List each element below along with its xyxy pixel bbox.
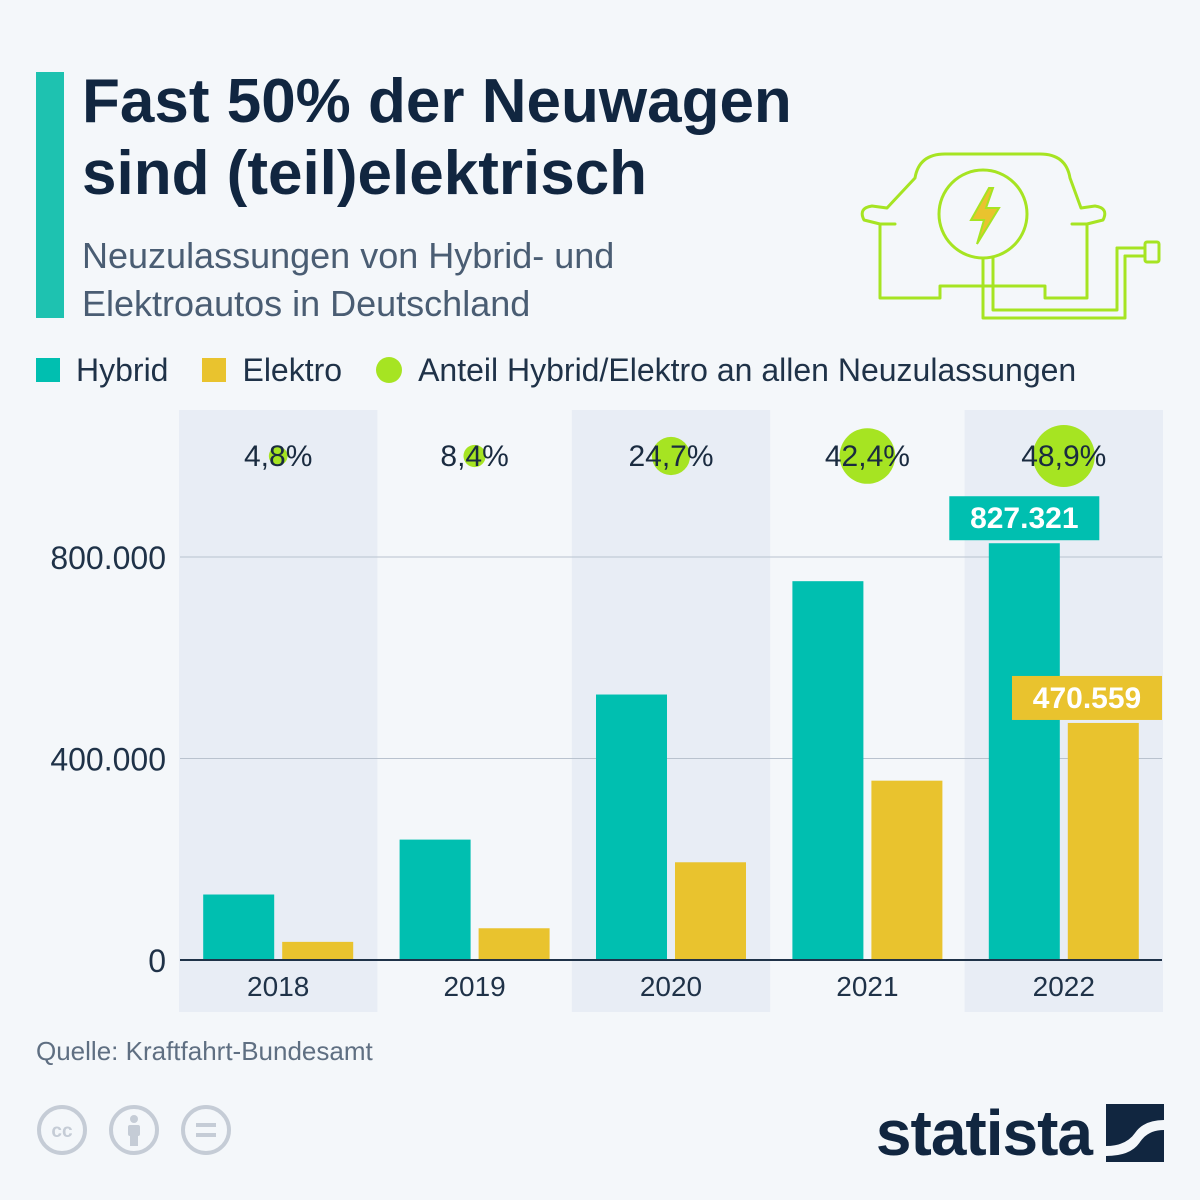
chart-subtitle: Neuzulassungen von Hybrid- und Elektroau…: [82, 232, 802, 328]
bar-hybrid-2019: [399, 839, 471, 960]
source-note: Quelle: Kraftfahrt-Bundesamt: [36, 1036, 373, 1066]
share-label: 24,7%: [628, 440, 713, 473]
legend-label-hybrid: Hybrid: [76, 351, 169, 388]
x-tick-label: 2018: [247, 971, 309, 1002]
data-label-elektro: 470.559: [1033, 682, 1141, 715]
cc-icon: cc: [37, 1105, 87, 1155]
x-tick-label: 2019: [443, 971, 505, 1002]
share-dot-2018: [268, 446, 288, 466]
subtitle-line-1: Neuzulassungen von Hybrid- und: [82, 235, 615, 276]
bar-chart: 0 400.000 800.000 2018 4,8% 2019 8,4% 2020 24,7%…: [50, 410, 1163, 1012]
legend-swatch-elektro: [202, 358, 227, 382]
x-tick-label: 2022: [1033, 971, 1095, 1002]
svg-text:cc: cc: [51, 1121, 73, 1142]
chart-title: Fast 50% der Neuwagen sind (teil)elektri…: [82, 66, 942, 210]
bar-hybrid-2021: [792, 581, 864, 960]
data-label-hybrid: 827.321: [970, 502, 1078, 535]
legend-swatch-hybrid: [36, 358, 60, 382]
electric-car-icon: [860, 152, 1161, 320]
legend-item-hybrid: Hybrid: [36, 352, 168, 389]
bar-elektro-2020: [675, 862, 746, 960]
title-line-1: Fast 50% der Neuwagen: [82, 67, 792, 136]
license-icons: cc: [36, 1104, 252, 1156]
attribution-icon: [109, 1105, 159, 1155]
x-tick-label: 2021: [836, 971, 898, 1002]
data-label-box-elektro: [1012, 675, 1162, 720]
brand-name: statista: [875, 1097, 1093, 1169]
share-label: 8,4%: [440, 440, 508, 473]
share-label: 4,8%: [244, 440, 312, 473]
share-dot-2019: [463, 444, 486, 468]
title-line-2: sind (teil)elektrisch: [82, 139, 648, 208]
bar-hybrid-2022: [988, 543, 1060, 960]
bar-hybrid-2020: [596, 694, 667, 960]
statista-logo: statista: [876, 1096, 1164, 1170]
share-dot-2020: [651, 436, 691, 476]
y-tick-label: 800.000: [50, 540, 166, 576]
legend-label-share: Anteil Hybrid/Elektro an allen Neuzulass…: [418, 351, 1077, 388]
share-dot-2021: [839, 428, 896, 484]
subtitle-line-2: Elektroautos in Deutschland: [82, 283, 531, 324]
legend-item-share: Anteil Hybrid/Elektro an allen Neuzulass…: [376, 352, 1076, 389]
y-tick-label: 0: [148, 943, 166, 979]
share-dot-2022: [1032, 425, 1095, 487]
bar-hybrid-2018: [203, 894, 275, 960]
legend-dot-share: [376, 357, 403, 383]
statista-mark-icon: [1106, 1104, 1164, 1162]
share-label: 42,4%: [825, 440, 910, 473]
title-accent-bar: [36, 72, 64, 318]
y-tick-label: 400.000: [50, 742, 166, 778]
legend-item-elektro: Elektro: [202, 352, 342, 389]
share-label: 48,9%: [1021, 440, 1106, 473]
bar-elektro-2021: [871, 780, 943, 960]
bar-elektro-2019: [478, 928, 550, 960]
bar-elektro-2022: [1067, 722, 1139, 960]
data-label-box-hybrid: [949, 496, 1100, 541]
bar-elektro-2018: [282, 941, 354, 960]
legend: Hybrid Elektro Anteil Hybrid/Elektro an …: [36, 350, 1110, 390]
x-tick-label: 2020: [640, 971, 702, 1002]
legend-label-elektro: Elektro: [242, 351, 343, 388]
no-derivatives-icon: [181, 1105, 231, 1155]
